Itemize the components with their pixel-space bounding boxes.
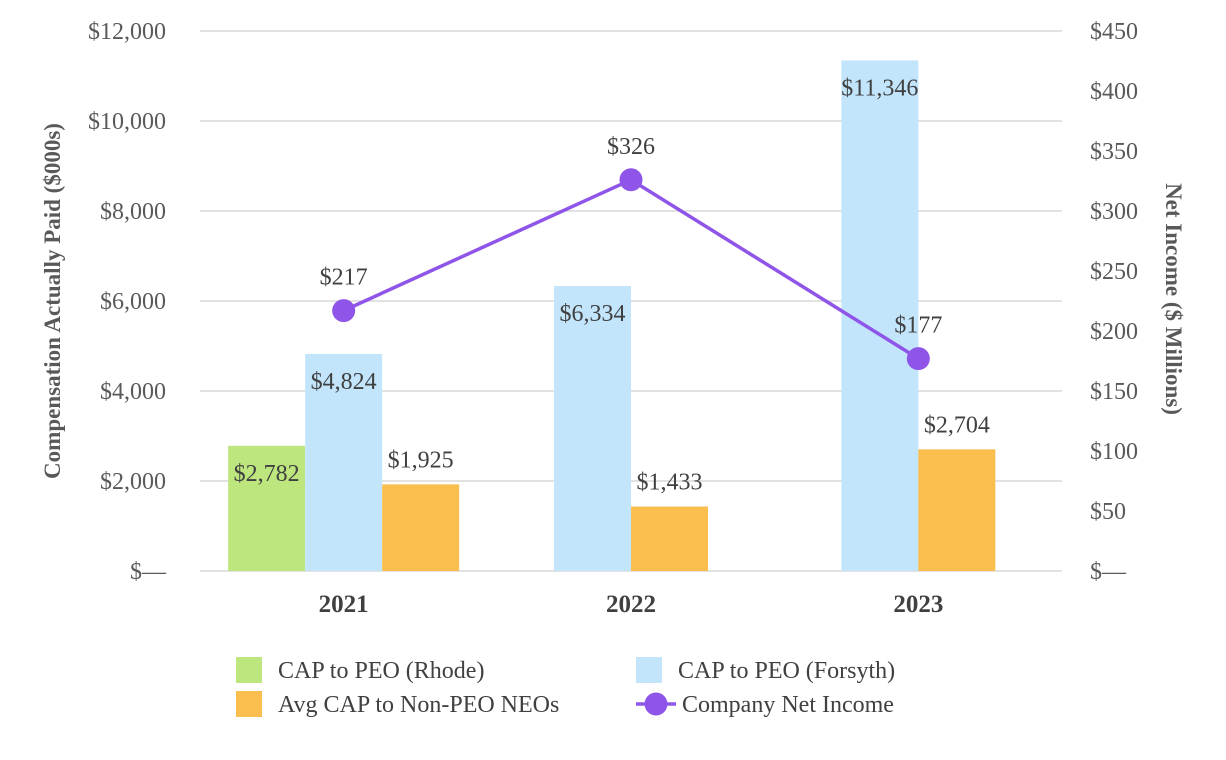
legend-label: Company Net Income — [682, 692, 894, 718]
axes: $— $2,000 $4,000 $6,000 $8,000 $10,000 $12,000… — [40, 19, 1186, 618]
y-right-tick-label: $100 — [1090, 439, 1138, 465]
bar-avg-cap-to-non-peo-neos-2023 — [918, 449, 996, 571]
y-right-tick-label: $50 — [1090, 499, 1126, 525]
legend-swatch-cap-to-peo-forsyth — [636, 657, 662, 683]
legend-item-avg-cap-to-non-peo-neos: Avg CAP to Non-PEO NEOs — [236, 691, 559, 718]
y-right-tick-label: $300 — [1090, 199, 1138, 225]
net-income-line — [332, 168, 930, 371]
bar-cap-to-peo-rhode-2021 — [228, 445, 306, 571]
y-left-tick-label: $— — [130, 559, 167, 585]
legend-swatch-cap-to-peo-rhode — [236, 657, 262, 683]
data-label-cap-to-peo-forsyth-2023: $11,346 — [841, 75, 918, 101]
x-category-label: 2023 — [893, 591, 943, 618]
data-labels: $2,782 $4,824 $1,925 $6,334 $1,433 $11,346 $2,… — [234, 75, 990, 495]
data-label-cap-to-peo-forsyth-2022: $6,334 — [560, 301, 626, 327]
y-left-tick-label: $12,000 — [88, 19, 166, 45]
bar-cap-to-peo-forsyth-2021 — [305, 353, 383, 571]
y-left-axis-title: Compensation Actually Paid ($000s) — [40, 123, 65, 479]
legend-swatch-avg-cap-to-non-peo-neos — [236, 691, 262, 717]
y-right-tick-label: $400 — [1090, 79, 1138, 105]
bar-avg-cap-to-non-peo-neos-2021 — [382, 484, 460, 571]
x-category-label: 2022 — [606, 591, 656, 618]
bar-avg-cap-to-non-peo-neos-2022 — [631, 506, 708, 571]
point-company-net-income-2021 — [332, 299, 356, 323]
y-left-tick-label: $4,000 — [100, 379, 166, 405]
legend-marker-company-net-income — [644, 692, 668, 716]
data-label-cap-to-peo-forsyth-2021: $4,824 — [311, 369, 377, 395]
data-label-avg-cap-to-non-peo-neos-2022: $1,433 — [637, 470, 703, 496]
bars — [228, 60, 996, 572]
legend-label: CAP to PEO (Forsyth) — [678, 658, 895, 684]
data-label-company-net-income-2022: $326 — [607, 134, 655, 160]
y-left-tick-label: $8,000 — [100, 199, 166, 225]
y-right-tick-label: $250 — [1090, 259, 1138, 285]
y-left-tick-label: $2,000 — [100, 469, 166, 495]
data-label-avg-cap-to-non-peo-neos-2023: $2,704 — [924, 412, 990, 438]
data-label-company-net-income-2021: $217 — [320, 265, 368, 291]
legend-item-company-net-income: Company Net Income — [636, 692, 894, 718]
data-label-company-net-income-2023: $177 — [894, 313, 942, 339]
y-right-tick-label: $— — [1090, 559, 1127, 585]
data-label-cap-to-peo-rhode-2021: $2,782 — [234, 461, 300, 487]
legend-item-cap-to-peo-forsyth: CAP to PEO (Forsyth) — [636, 657, 895, 684]
y-right-tick-label: $350 — [1090, 139, 1138, 165]
y-right-tick-label: $150 — [1090, 379, 1138, 405]
legend-label: CAP to PEO (Rhode) — [278, 658, 484, 684]
point-company-net-income-2022 — [619, 168, 643, 192]
y-left-tick-label: $10,000 — [88, 109, 166, 135]
legend: CAP to PEO (Rhode) CAP to PEO (Forsyth) Av… — [236, 657, 895, 718]
bar-cap-to-peo-forsyth-2023 — [841, 60, 919, 572]
y-left-tick-label: $6,000 — [100, 289, 166, 315]
x-category-label: 2021 — [319, 591, 369, 618]
data-label-avg-cap-to-non-peo-neos-2021: $1,925 — [388, 447, 454, 473]
y-right-axis-title: Net Income ($ Millions) — [1161, 183, 1186, 415]
bar-cap-to-peo-forsyth-2022 — [554, 285, 631, 571]
legend-item-cap-to-peo-rhode: CAP to PEO (Rhode) — [236, 657, 484, 684]
point-company-net-income-2023 — [906, 347, 930, 371]
y-right-tick-label: $200 — [1090, 319, 1138, 345]
legend-label: Avg CAP to Non-PEO NEOs — [278, 692, 559, 718]
y-right-tick-label: $450 — [1090, 19, 1138, 45]
